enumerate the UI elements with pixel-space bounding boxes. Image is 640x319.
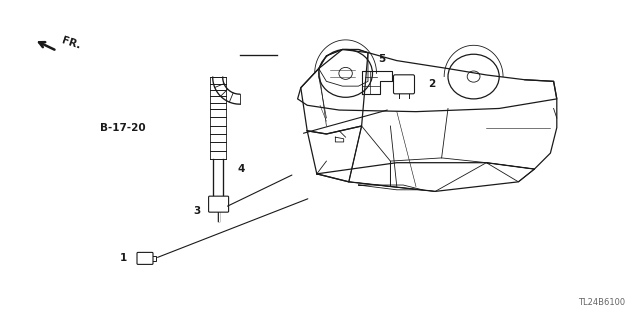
- Text: 4: 4: [238, 164, 245, 174]
- Text: 2: 2: [428, 79, 436, 89]
- FancyBboxPatch shape: [137, 252, 153, 264]
- Text: 5: 5: [378, 54, 386, 64]
- FancyBboxPatch shape: [394, 75, 415, 94]
- Text: 3: 3: [193, 205, 200, 216]
- FancyBboxPatch shape: [209, 196, 228, 212]
- Text: TL24B6100: TL24B6100: [578, 298, 625, 307]
- Bar: [149, 256, 156, 261]
- Text: FR.: FR.: [60, 35, 81, 51]
- Text: B-17-20: B-17-20: [100, 122, 146, 133]
- Text: 1: 1: [120, 253, 127, 263]
- Ellipse shape: [319, 49, 372, 97]
- Ellipse shape: [448, 54, 499, 99]
- Ellipse shape: [467, 71, 480, 82]
- Ellipse shape: [339, 67, 353, 79]
